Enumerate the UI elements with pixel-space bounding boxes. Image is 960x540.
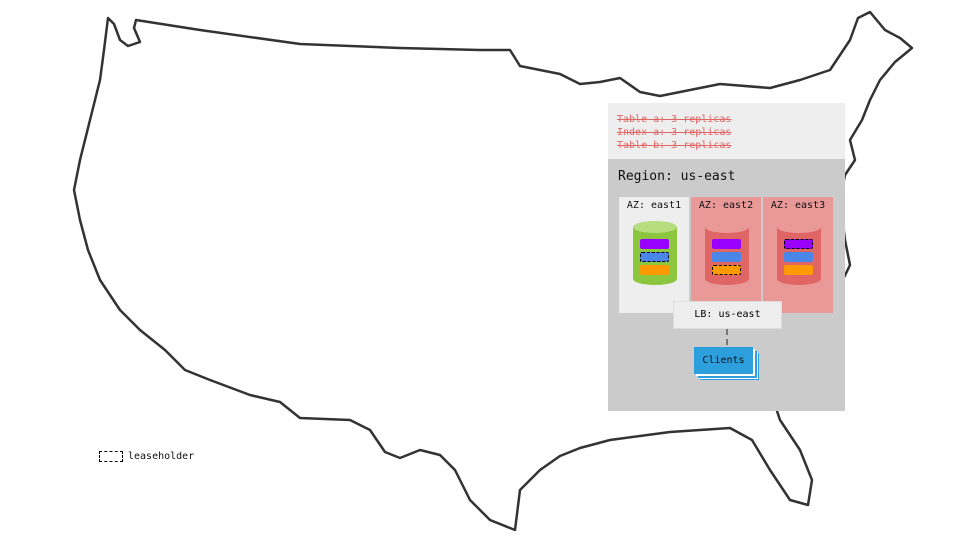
database-cylinder-icon [633, 221, 677, 285]
table-list: Table a: 3 replicas Index a: 3 replicas … [608, 103, 845, 159]
replica-orange [784, 265, 813, 275]
legend: leaseholder [99, 451, 194, 462]
az-label: AZ: east1 [626, 200, 682, 211]
replica-purple [784, 239, 813, 249]
region-panel: Table a: 3 replicas Index a: 3 replicas … [608, 103, 845, 411]
table-item: Table b: 3 replicas [617, 140, 732, 151]
load-balancer: LB: us-east [673, 301, 782, 329]
replica-purple [640, 239, 669, 249]
region-label: Region: us-east [618, 169, 736, 184]
az-label: AZ: east2 [698, 200, 754, 211]
replica-orange [712, 265, 741, 275]
replica-blue [712, 252, 741, 262]
table-item: Index a: 3 replicas [617, 127, 732, 138]
connector-line [726, 329, 728, 345]
az-box: AZ: east1 [619, 197, 689, 313]
table-item: Table a: 3 replicas [617, 114, 732, 125]
replica-purple [712, 239, 741, 249]
az-box: AZ: east3 [763, 197, 833, 313]
az-box: AZ: east2 [691, 197, 761, 313]
replica-blue [784, 252, 813, 262]
database-cylinder-icon [705, 221, 749, 285]
replica-blue [640, 252, 669, 262]
legend-label: leaseholder [128, 451, 195, 462]
database-cylinder-icon [777, 221, 821, 285]
replica-orange [640, 265, 669, 275]
clients-box: Clients [694, 347, 753, 374]
az-label: AZ: east3 [770, 200, 826, 211]
leaseholder-swatch [99, 451, 123, 462]
